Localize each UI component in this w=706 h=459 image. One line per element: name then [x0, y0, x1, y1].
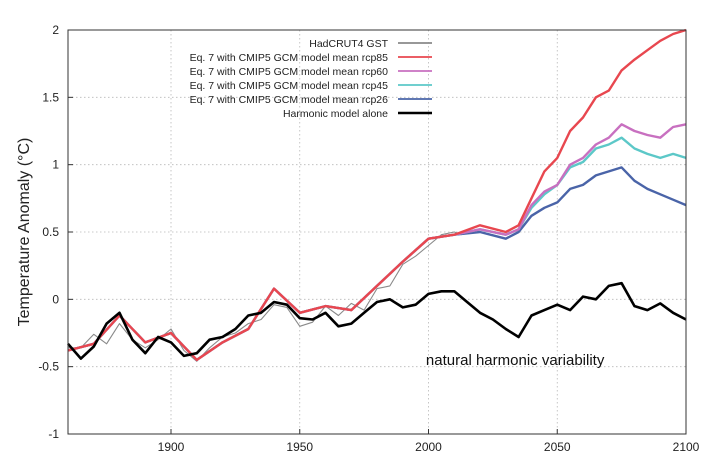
axis-ticks: 1900 1950 2000 2050 2100 -1 -0.5 0 0.5 1 1.5 2: [38, 23, 699, 454]
legend-label: Eq. 7 with CMIP5 GCM model mean rcp26: [190, 94, 389, 106]
series-lines: [67, 28, 687, 362]
annotations: natural harmonic variability: [426, 352, 605, 369]
x-tick-label: 2050: [544, 440, 571, 454]
legend-label: Eq. 7 with CMIP5 GCM model mean rcp85: [190, 52, 389, 64]
series-line-3: [67, 136, 687, 362]
y-axis-label: Temperature Anomaly (°C): [16, 138, 33, 327]
legend-label: Harmonic model alone: [283, 108, 388, 120]
y-tick-label: -0.5: [38, 360, 59, 374]
legend-label: HadCRUT4 GST: [309, 38, 388, 50]
series-line-4: [67, 166, 687, 362]
legend: HadCRUT4 GST Eq. 7 with CMIP5 GCM model m…: [190, 38, 432, 120]
series-line-1: [67, 28, 687, 362]
y-tick-label: -1: [48, 427, 59, 441]
grid: [68, 30, 687, 434]
y-tick-label: 2: [52, 23, 59, 37]
x-tick-label: 2000: [415, 440, 442, 454]
series-line-5: [67, 281, 687, 360]
legend-label: Eq. 7 with CMIP5 GCM model mean rcp60: [190, 66, 389, 78]
x-tick-label: 2100: [673, 440, 700, 454]
y-tick-label: 1: [52, 158, 59, 172]
x-tick-label: 1950: [286, 440, 313, 454]
x-tick-label: 1900: [158, 440, 185, 454]
annotation-text: natural harmonic variability: [426, 352, 605, 369]
series-line-0: [68, 231, 463, 362]
y-tick-label: 0: [52, 292, 59, 306]
y-tick-label: 1.5: [42, 90, 59, 104]
y-tick-label: 0.5: [42, 225, 59, 239]
legend-label: Eq. 7 with CMIP5 GCM model mean rcp45: [190, 80, 389, 92]
series-line-2: [67, 123, 687, 362]
